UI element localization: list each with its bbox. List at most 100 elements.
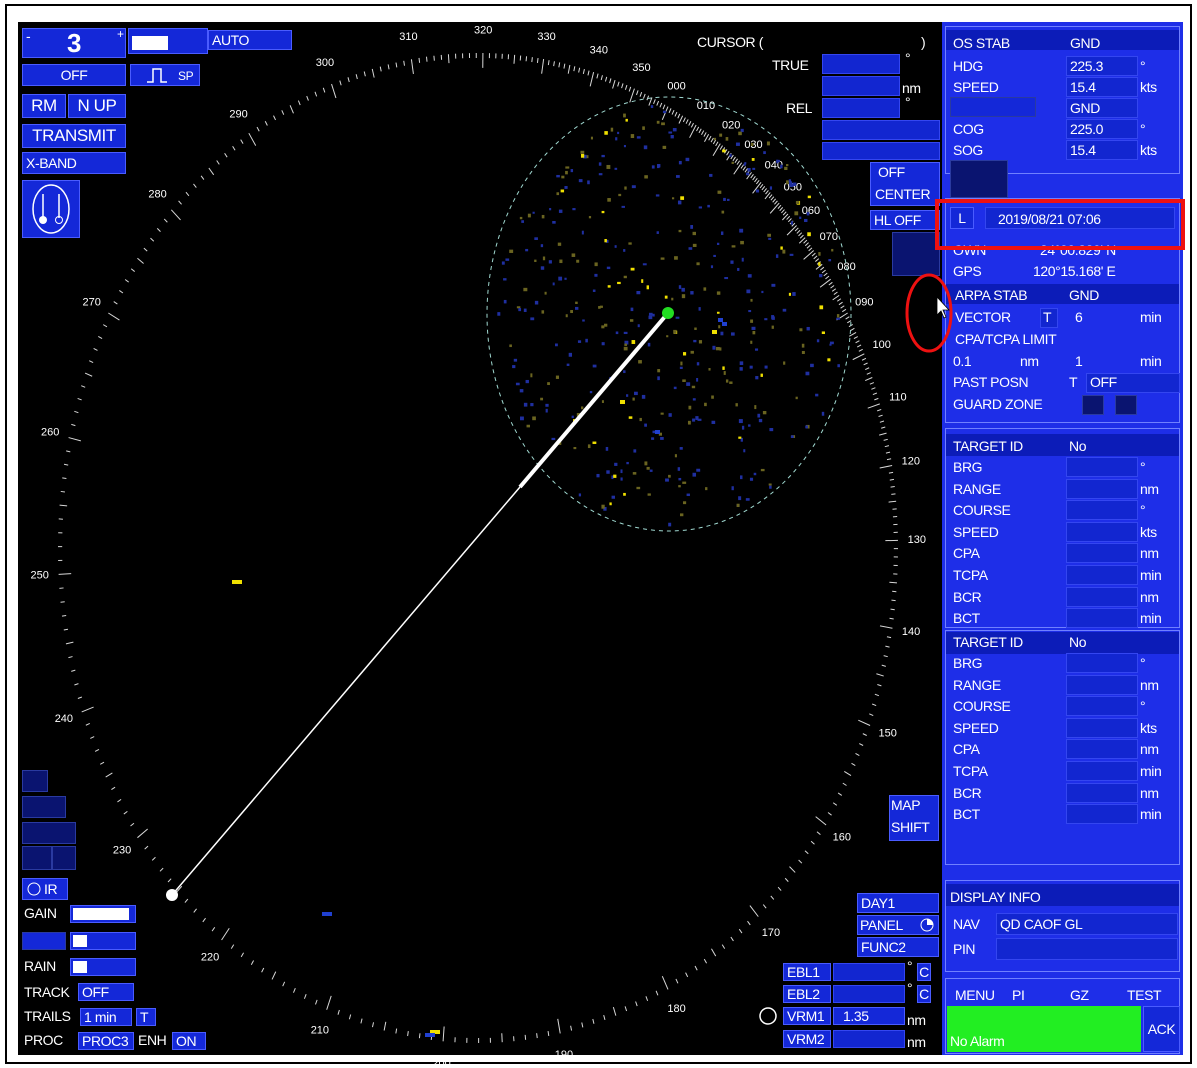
echo (757, 414, 760, 418)
bearing-tick (686, 973, 688, 977)
bearing-tick (711, 949, 715, 956)
echo (794, 211, 798, 215)
bearing-tick (690, 125, 697, 138)
vrm1-field[interactable]: 1.35 (833, 1007, 905, 1025)
bearing-tick (675, 112, 677, 116)
bearing-tick (809, 248, 812, 251)
position-cell: OWN (953, 242, 986, 258)
gain-mode-button[interactable]: AUTO (208, 30, 292, 50)
band-button[interactable]: X-BAND (22, 152, 126, 174)
vrm2-button[interactable]: VRM2 (783, 1030, 831, 1048)
echo (678, 467, 680, 471)
track-value-button[interactable]: OFF (78, 983, 134, 1001)
echo (763, 151, 766, 154)
echo (752, 168, 755, 170)
orientation-button[interactable]: N UP (68, 94, 126, 118)
echo (545, 292, 547, 295)
status-button[interactable]: TRANSMIT (22, 124, 126, 148)
target-unit: nm (1140, 545, 1159, 561)
menu-item[interactable]: PI (1012, 987, 1024, 1003)
ebl1: EBL1 (787, 964, 820, 980)
bearing-tick (338, 1010, 339, 1015)
guard-box[interactable] (1115, 395, 1137, 415)
c-button[interactable]: C (917, 963, 931, 981)
bearing-tick (69, 438, 81, 441)
bearing-tick (805, 851, 808, 854)
echo (676, 317, 680, 319)
dim-button (22, 846, 52, 870)
echo (669, 413, 672, 417)
gps-box[interactable] (950, 97, 1036, 117)
echo (575, 307, 578, 310)
menu-item[interactable]: MENU (955, 987, 995, 1003)
target-unit: kts (1140, 524, 1157, 540)
bearing-tick (804, 251, 814, 260)
panel: PANEL (860, 917, 903, 933)
echo (792, 292, 795, 296)
echo (822, 331, 825, 334)
bearing-tick (157, 228, 160, 231)
echo (497, 312, 500, 316)
target-unit: ° (1140, 459, 1145, 475)
enh-value-button[interactable]: ON (172, 1032, 206, 1050)
menu-item[interactable]: GZ (1070, 987, 1089, 1003)
proc-value-button[interactable]: PROC3 (78, 1032, 134, 1050)
echo (686, 158, 690, 161)
echo (679, 285, 681, 289)
bearing-tick (131, 269, 134, 272)
bearing-tick (851, 763, 855, 765)
day-button[interactable]: DAY1 (857, 893, 939, 913)
echo (579, 493, 581, 496)
sea-button[interactable] (22, 932, 66, 950)
field (1066, 565, 1138, 585)
echo (668, 132, 672, 134)
range-box[interactable]: 3 (22, 28, 126, 58)
ebl2-button[interactable]: EBL2 (783, 985, 831, 1003)
motion: RM (31, 98, 57, 114)
func-button[interactable]: FUNC2 (857, 937, 939, 957)
bearing-tick (863, 734, 867, 736)
echo (595, 262, 598, 266)
echo (649, 313, 653, 316)
mode-icon (22, 180, 80, 238)
echo (608, 285, 611, 287)
menu-item[interactable]: TEST (1127, 987, 1161, 1003)
guard-box[interactable] (1082, 395, 1104, 415)
echo (780, 246, 782, 249)
bearing-tick (890, 479, 894, 480)
trails-time: 1 min (84, 1009, 116, 1025)
c: C (919, 986, 929, 1002)
trails-mode: T (140, 1009, 148, 1025)
bearing-tick (164, 219, 167, 222)
echo (624, 276, 627, 278)
echo (632, 398, 634, 401)
bearing-tick (201, 176, 204, 180)
off-button[interactable]: OFF (22, 64, 126, 86)
ebl1-button[interactable]: EBL1 (783, 963, 831, 981)
ack-button[interactable]: ACK (1143, 1006, 1180, 1052)
bearing-tick (867, 373, 871, 375)
echo (730, 260, 733, 263)
bearing-tick (273, 116, 275, 120)
c-button[interactable]: C (917, 985, 931, 1003)
echo (693, 340, 696, 342)
pulse-shape (147, 69, 167, 82)
echo (651, 105, 653, 108)
bearing-tick (613, 1007, 615, 1015)
trails-mode-button[interactable]: T (136, 1008, 156, 1026)
motion-button[interactable]: RM (22, 94, 66, 118)
trails-time-button[interactable]: 1 min (80, 1008, 132, 1026)
bearing-tick (315, 92, 317, 97)
echo (697, 362, 699, 365)
bearing-tick (704, 959, 706, 963)
bearing-tick (144, 248, 147, 251)
bearing-tick (654, 99, 656, 103)
mode-button[interactable]: L (950, 207, 974, 229)
position-cell: 24°00.829' N (1040, 242, 1116, 258)
echo (512, 365, 515, 368)
target-unit: nm (1140, 677, 1159, 693)
echo (606, 165, 610, 169)
heading-line-button[interactable]: HL OFF (870, 210, 940, 230)
vrm1-button[interactable]: VRM1 (783, 1007, 831, 1025)
bearing-tick (85, 373, 92, 376)
